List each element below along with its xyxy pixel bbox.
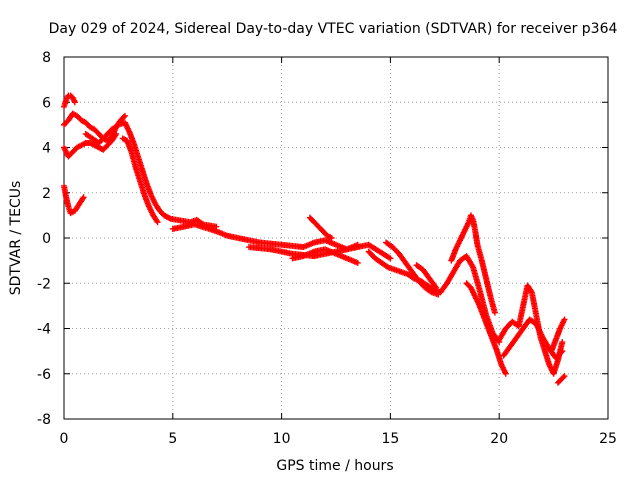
series-arc-14	[448, 212, 498, 316]
data-point	[502, 370, 509, 377]
x-axis-label: GPS time / hours	[276, 458, 393, 474]
y-tick-label: 6	[42, 95, 51, 111]
data-point	[433, 284, 440, 291]
data-point	[80, 194, 87, 201]
y-tick-label: 0	[42, 231, 51, 247]
data-point	[354, 259, 361, 266]
data-point	[561, 373, 568, 380]
x-tick-label: 20	[490, 431, 508, 447]
series-arc-15	[463, 280, 509, 377]
y-tick-label: 4	[42, 141, 51, 157]
data-point	[432, 283, 439, 290]
series-arc-17	[500, 316, 566, 361]
series-arc-10	[306, 214, 335, 241]
series-arc-9	[289, 246, 361, 266]
series-arc-19	[554, 373, 568, 386]
data-point	[71, 99, 78, 106]
series-arc-1	[61, 182, 87, 217]
data-point	[113, 130, 120, 137]
x-tick-label: 0	[60, 431, 69, 447]
series-arc-6	[119, 135, 161, 226]
series-arc-4	[61, 130, 120, 160]
data-point	[328, 235, 335, 241]
series-arc-16	[496, 282, 566, 377]
y-axis-label: SDTVAR / TECUs	[8, 181, 24, 296]
data-point	[561, 316, 568, 323]
series-arc-2	[61, 92, 78, 110]
x-tick-label: 25	[599, 431, 617, 447]
y-tick-label: 8	[42, 50, 51, 66]
series-arc-5	[82, 119, 220, 230]
data-point	[559, 339, 566, 346]
chart-title: Day 029 of 2024, Sidereal Day-to-day VTE…	[49, 21, 618, 37]
x-tick-label: 15	[381, 431, 399, 447]
data-point	[560, 374, 567, 381]
series-arc-18	[548, 316, 568, 355]
series-arc-12	[383, 239, 442, 298]
data-point	[387, 255, 394, 262]
y-tick-label: 2	[42, 186, 51, 202]
y-tick-labels: -8 -6 -4 -2 0 2 4 6 8	[37, 50, 51, 428]
grid-lines	[64, 57, 608, 419]
y-tick-label: -2	[37, 276, 51, 292]
x-tick-label: 5	[168, 431, 177, 447]
x-tick-labels: 0 5 10 15 20 25	[60, 431, 617, 447]
data-point	[559, 348, 566, 355]
x-tick-label: 10	[273, 431, 291, 447]
y-tick-label: -4	[37, 322, 51, 338]
series-arc-13	[413, 262, 440, 291]
y-tick-label: -8	[37, 412, 51, 428]
data-point	[120, 113, 127, 120]
data-point	[154, 219, 161, 226]
data-marks	[61, 92, 568, 386]
data-point	[558, 349, 565, 356]
data-point	[354, 241, 361, 248]
data-point	[435, 291, 442, 298]
data-point	[121, 112, 128, 119]
y-tick-label: -6	[37, 367, 51, 383]
data-point	[491, 309, 498, 316]
